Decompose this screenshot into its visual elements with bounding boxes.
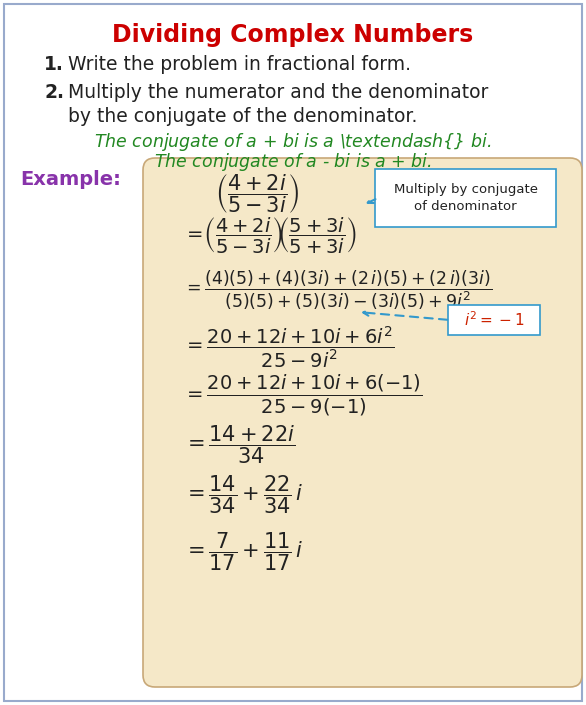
Text: $=\dfrac{14}{34}+\dfrac{22}{34}\,i$: $=\dfrac{14}{34}+\dfrac{22}{34}\,i$ bbox=[183, 473, 304, 515]
FancyBboxPatch shape bbox=[375, 169, 556, 227]
FancyBboxPatch shape bbox=[143, 158, 582, 687]
Text: $=\dfrac{14+22i}{34}$: $=\dfrac{14+22i}{34}$ bbox=[183, 423, 295, 465]
Text: $i^2=-1$: $i^2=-1$ bbox=[464, 311, 524, 329]
Text: Example:: Example: bbox=[20, 170, 121, 189]
Text: $=\!\left(\dfrac{4+2i}{5-3i}\right)\!\!\left(\dfrac{5+3i}{5+3i}\right)$: $=\!\left(\dfrac{4+2i}{5-3i}\right)\!\!\… bbox=[183, 216, 357, 256]
Text: 2.: 2. bbox=[44, 83, 64, 102]
Text: Multiply the numerator and the denominator: Multiply the numerator and the denominat… bbox=[68, 83, 488, 102]
Text: by the conjugate of the denominator.: by the conjugate of the denominator. bbox=[68, 107, 417, 126]
Text: The conjugate of $\mathit{a}$ - $\mathit{b}\mathit{i}$ is $\mathit{a}$ + $\mathi: The conjugate of $\mathit{a}$ - $\mathit… bbox=[154, 151, 432, 173]
Text: $\left(\dfrac{4+2i}{5-3i}\right)$: $\left(\dfrac{4+2i}{5-3i}\right)$ bbox=[215, 172, 299, 215]
Text: $=\dfrac{20+12i+10i+6(-1)}{25-9(-1)}$: $=\dfrac{20+12i+10i+6(-1)}{25-9(-1)}$ bbox=[183, 373, 423, 418]
Text: Write the problem in fractional form.: Write the problem in fractional form. bbox=[68, 55, 411, 74]
Text: $=\dfrac{7}{17}+\dfrac{11}{17}\,i$: $=\dfrac{7}{17}+\dfrac{11}{17}\,i$ bbox=[183, 530, 304, 572]
Text: 1.: 1. bbox=[44, 55, 64, 74]
FancyBboxPatch shape bbox=[448, 305, 540, 335]
Text: Multiply by conjugate
of denominator: Multiply by conjugate of denominator bbox=[394, 183, 537, 214]
FancyBboxPatch shape bbox=[4, 4, 582, 701]
Text: $=\dfrac{20+12i+10i+6i^{2}}{25-9i^{2}}$: $=\dfrac{20+12i+10i+6i^{2}}{25-9i^{2}}$ bbox=[183, 325, 394, 370]
Text: The conjugate of $\mathit{a}$ + $\mathit{b}\mathit{i}$ is $\mathit{a}$ \textenda: The conjugate of $\mathit{a}$ + $\mathit… bbox=[94, 131, 492, 153]
Text: $=\dfrac{(4)(5)+(4)(3i)+(2\,i)(5)+(2\,i)(3i)}{(5)(5)+(5)(3i)-(3i)(5)+9i^{2}}$: $=\dfrac{(4)(5)+(4)(3i)+(2\,i)(5)+(2\,i)… bbox=[183, 268, 492, 312]
Text: Dividing Complex Numbers: Dividing Complex Numbers bbox=[113, 23, 473, 47]
